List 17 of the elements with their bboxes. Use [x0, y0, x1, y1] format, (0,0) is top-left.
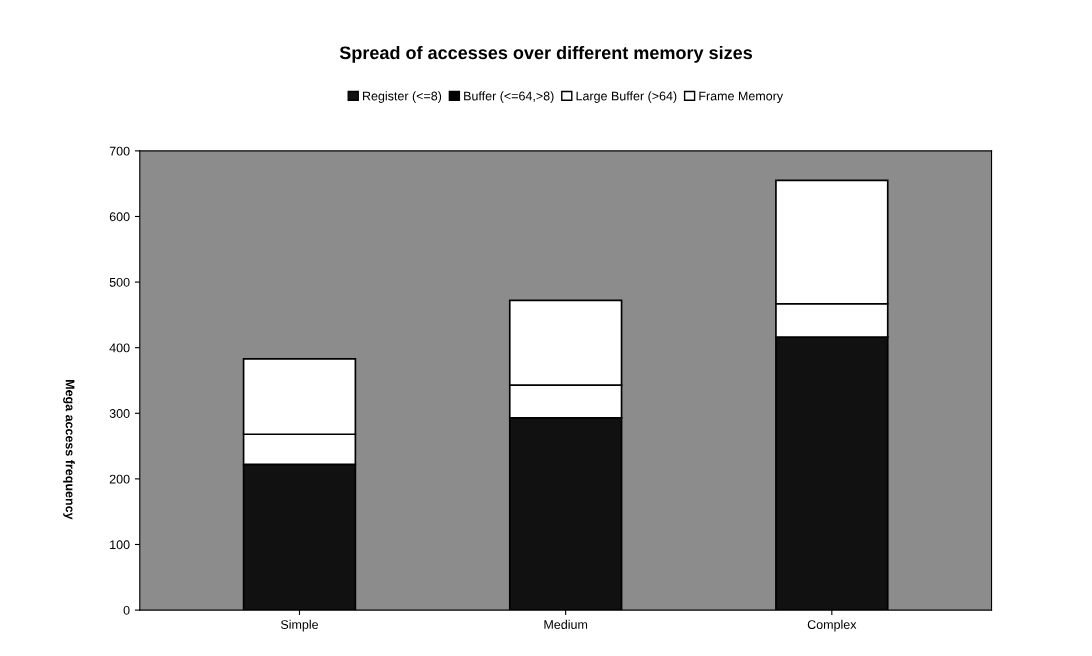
- chart-title: Spread of accesses over different memory sizes: [339, 45, 752, 63]
- y-tick-label: 600: [109, 212, 130, 222]
- x-tick-label: Medium: [544, 619, 588, 629]
- y-tick-label: 400: [109, 343, 130, 353]
- y-tick-label: 200: [109, 474, 130, 484]
- x-tick-label: Simple: [280, 619, 319, 632]
- legend-label: Register (<=8): [363, 91, 442, 103]
- legend-label: Large Buffer (>64): [576, 91, 677, 103]
- x-tick-label: Complex: [807, 619, 857, 632]
- y-tick-label: 0: [123, 605, 130, 615]
- legend-label: Buffer (<=64,>8): [464, 91, 554, 103]
- y-tick-label: 500: [109, 277, 130, 287]
- legend-label: Frame Memory: [699, 91, 784, 103]
- y-tick-label: 100: [110, 540, 130, 550]
- y-tick-label: 300: [109, 409, 130, 418]
- y-tick-label: 700: [109, 146, 130, 156]
- y-axis-title: Mega access frequency: [63, 380, 75, 520]
